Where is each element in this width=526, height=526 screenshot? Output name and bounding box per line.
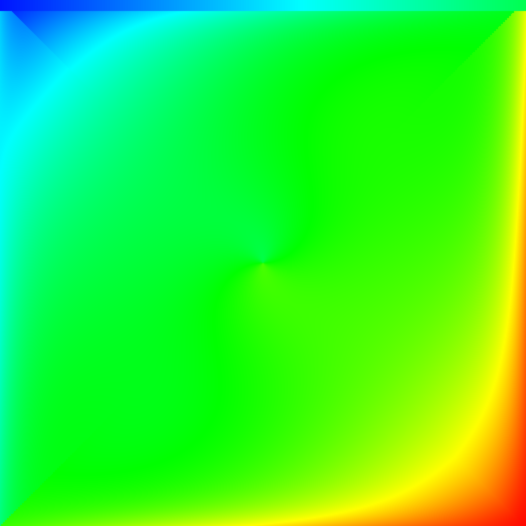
heatmap-field — [0, 0, 526, 526]
rainbow-gradient-canvas — [0, 0, 526, 526]
